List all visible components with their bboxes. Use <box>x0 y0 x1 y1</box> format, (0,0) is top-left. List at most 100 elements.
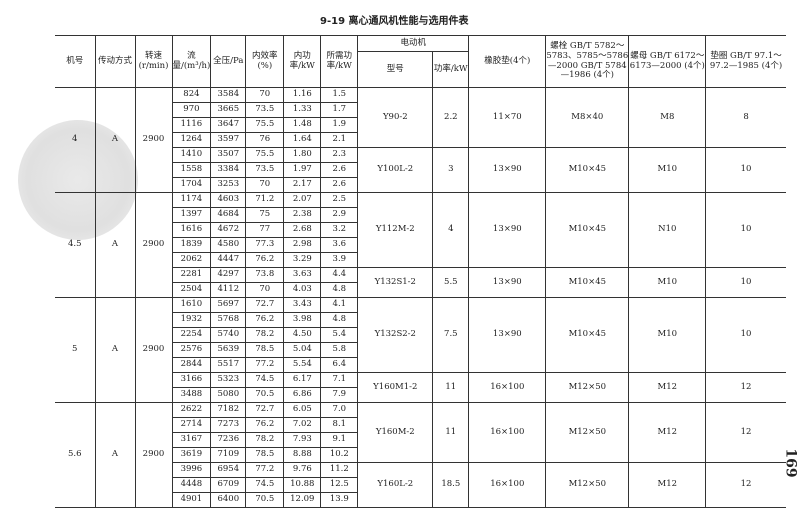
table-row: 3996 6954 77.2 9.76 11.2 Y160L-2 18.5 16×100 M12… <box>55 462 786 508</box>
efficiency-cell: 76.2 <box>245 417 285 433</box>
rubber-pad-cell: 13×90 <box>468 192 547 268</box>
table-row: 1264 3597 76 1.64 2.1 <box>55 132 786 148</box>
pressure-cell: 4684 <box>210 207 247 223</box>
internal-power-cell: 2.68 <box>283 222 322 238</box>
speed-cell: 2900 <box>134 402 173 508</box>
internal-power-cell: 5.54 <box>283 357 322 373</box>
efficiency-cell: 75.5 <box>245 117 285 133</box>
motor-model-cell: Y160L-2 <box>357 462 434 508</box>
efficiency-cell: 70.5 <box>245 492 285 508</box>
header-motor-model: 型号 <box>357 51 434 88</box>
washer-cell: 10 <box>705 147 786 193</box>
pressure-cell: 6400 <box>210 492 247 508</box>
rubber-pad-cell: 13×90 <box>468 267 547 298</box>
motor-model-cell: Y160M-2 <box>357 402 434 463</box>
table-row: 2504 4112 70 4.03 4.8 <box>55 282 786 298</box>
motor-power-cell: 7.5 <box>432 297 470 373</box>
required-power-cell: 2.5 <box>320 192 359 208</box>
pressure-cell: 4603 <box>210 192 247 208</box>
bolt-cell: M10×45 <box>545 297 630 373</box>
header-motor-power: 功率/kW <box>432 51 469 88</box>
internal-power-cell: 1.80 <box>283 147 322 163</box>
flow-cell: 3996 <box>172 462 212 478</box>
washer-cell: 10 <box>705 192 786 268</box>
header-washer: 垫圈 GB/T 97.1～97.2—1985 (4个) <box>705 35 786 88</box>
flow-cell: 2504 <box>172 282 212 298</box>
efficiency-cell: 78.5 <box>245 342 285 358</box>
required-power-cell: 2.6 <box>320 177 358 193</box>
required-power-cell: 5.8 <box>320 342 358 358</box>
nut-cell: M10 <box>628 267 707 298</box>
efficiency-cell: 73.5 <box>245 162 285 178</box>
required-power-cell: 12.5 <box>320 477 358 493</box>
header-pressure: 全压/Pa <box>210 35 247 88</box>
table-row: 5.6 A 2900 2622 7182 72.7 6.05 7.0 Y160M-2 11 16×1… <box>55 402 786 508</box>
table-row: 4448 6709 74.5 10.88 12.5 <box>55 477 786 493</box>
internal-power-cell: 3.43 <box>283 297 322 313</box>
flow-cell: 1264 <box>172 132 212 148</box>
speed-cell: 2900 <box>134 87 173 193</box>
required-power-cell: 3.9 <box>320 252 358 268</box>
nut-cell: M12 <box>628 372 707 403</box>
bolt-cell: M12×50 <box>545 462 630 508</box>
pressure-cell: 5517 <box>210 357 247 373</box>
header-required-power: 所需功率/kW <box>320 35 359 88</box>
required-power-cell: 2.9 <box>320 207 358 223</box>
fan-no-cell: 4 <box>55 87 96 193</box>
efficiency-cell: 76 <box>245 132 285 148</box>
pressure-cell: 3597 <box>210 132 247 148</box>
required-power-cell: 9.1 <box>320 432 358 448</box>
rubber-pad-cell: 16×100 <box>468 372 547 403</box>
motor-power-cell: 4 <box>432 192 470 268</box>
fan-no-cell: 5 <box>55 297 96 403</box>
required-power-cell: 7.9 <box>320 387 358 403</box>
motor-model-cell: Y112M-2 <box>357 192 434 268</box>
drive-cell: A <box>94 297 136 403</box>
table-row: 1116 3647 75.5 1.48 1.9 <box>55 117 786 133</box>
pressure-cell: 7236 <box>210 432 247 448</box>
rubber-pad-cell: 16×100 <box>468 462 547 508</box>
pressure-cell: 7182 <box>210 402 247 418</box>
table-row: 1932 5768 76.2 3.98 4.8 <box>55 312 786 328</box>
header-drive: 传动方式 <box>94 35 136 88</box>
table-row: 1704 3253 70 2.17 2.6 <box>55 177 786 193</box>
flow-cell: 1116 <box>172 117 212 133</box>
drive-cell: A <box>94 402 136 508</box>
flow-cell: 2254 <box>172 327 212 343</box>
required-power-cell: 1.5 <box>320 87 359 103</box>
pressure-cell: 3507 <box>210 147 247 163</box>
pressure-cell: 5768 <box>210 312 247 328</box>
motor-model-cell: Y100L-2 <box>357 147 434 193</box>
flow-cell: 1174 <box>171 192 212 208</box>
header-nut: 螺母 GB/T 6172～6173—2000 (4个) <box>628 35 707 88</box>
pressure-cell: 3253 <box>210 177 247 193</box>
bolt-cell: M10×45 <box>545 192 630 268</box>
motor-power-cell: 18.5 <box>432 462 470 508</box>
pressure-cell: 7109 <box>210 447 247 463</box>
speed-cell: 2900 <box>134 192 173 298</box>
pressure-cell: 6954 <box>210 462 247 478</box>
flow-cell: 3166 <box>172 372 212 388</box>
efficiency-cell: 75.5 <box>245 147 285 163</box>
page-number: 169 <box>782 448 799 478</box>
flow-cell: 3488 <box>172 387 212 403</box>
header-efficiency: 内效率(%) <box>245 35 285 88</box>
table-row: 4.5 A 2900 1174 4603 71.2 2.07 2.5 Y112M-2 4 13×90… <box>55 192 786 298</box>
efficiency-cell: 72.7 <box>245 297 285 313</box>
internal-power-cell: 7.93 <box>283 432 322 448</box>
flow-cell: 1839 <box>172 237 212 253</box>
motor-power-cell: 3 <box>432 147 470 193</box>
table-title: 9-19 离心通风机性能与选用件表 <box>320 16 469 27</box>
table-row: 5 A 2900 1610 5697 72.7 3.43 4.1 Y132S2-2 7.5 13×9… <box>55 297 786 403</box>
pressure-cell: 4447 <box>210 252 247 268</box>
required-power-cell: 3.6 <box>320 237 358 253</box>
flow-cell: 1610 <box>171 297 212 313</box>
nut-cell: N10 <box>628 192 707 268</box>
required-power-cell: 2.1 <box>320 132 358 148</box>
required-power-cell: 5.4 <box>320 327 358 343</box>
header-motor: 电动机 <box>357 35 470 52</box>
internal-power-cell: 2.38 <box>283 207 322 223</box>
required-power-cell: 1.9 <box>320 117 358 133</box>
fan-no-cell: 4.5 <box>55 192 96 298</box>
table-row: 2062 4447 76.2 3.29 3.9 <box>55 252 786 268</box>
